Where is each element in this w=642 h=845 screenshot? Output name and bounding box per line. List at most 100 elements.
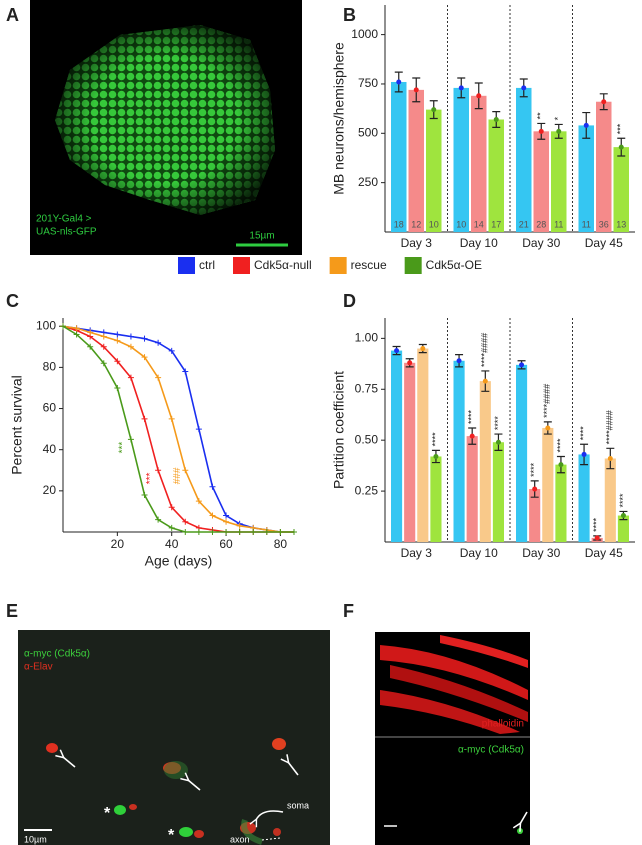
mean-dot [407,360,413,366]
point-tick [291,529,297,535]
point-tick [277,529,284,535]
point-tick [168,504,175,511]
y-tick-label: 1.00 [355,331,379,345]
scale-bar-label: 10µm [24,834,47,844]
point-tick [100,343,107,350]
point-tick [73,325,80,332]
n-label: 28 [536,219,546,229]
y-tick-label: 750 [358,76,378,90]
bar [604,458,616,542]
legend-swatch [404,257,422,274]
mean-dot [607,456,613,462]
n-label: 11 [554,219,563,229]
n-label: 17 [491,219,501,229]
n-label: 10 [456,219,466,229]
n-label: 13 [616,219,626,229]
bar [555,464,567,542]
point-tick [87,329,94,336]
survival-line [62,325,294,533]
bar [578,454,590,542]
y-tick-label: 60 [43,401,57,415]
point-tick [100,333,107,340]
point-tick [114,337,121,344]
point-tick [209,512,216,519]
n-label: 18 [394,219,404,229]
y-tick-label: 100 [36,318,56,332]
point-tick [168,415,175,422]
x-tick-label: Day 3 [401,236,433,250]
y-axis-label: Partition coefficient [331,371,347,489]
x-tick-label: Day 10 [460,546,498,560]
mean-dot [601,99,607,105]
panel-label: F [343,601,354,621]
n-label: 11 [582,219,591,229]
legend-label: rescue [351,258,387,272]
point-tick [195,529,202,535]
significance: **** [529,462,539,477]
bar [596,101,612,232]
significance: ****#### [480,333,490,367]
stain-label: α-Elav [24,662,53,673]
bar [551,131,567,232]
point-tick [73,331,80,338]
point-tick [168,524,175,531]
bar [533,131,549,232]
n-label: 36 [599,219,609,229]
y-tick-label: 80 [43,360,57,374]
x-axis-label: Age (days) [145,553,213,569]
mean-dot [394,348,400,354]
point-tick [168,347,175,354]
x-tick-label: 80 [274,537,288,551]
panel-label: C [6,291,19,311]
bar [466,436,478,542]
panel-a-image: 201Y-Gal4 > UAS-nls-GFP 15µm [30,0,302,255]
point-tick [141,335,148,342]
stain-label: α-myc (Cdk5α) [24,649,90,660]
mean-dot [476,93,482,99]
point-tick [182,368,189,375]
point-tick [195,498,202,505]
mean-dot [594,535,600,541]
x-tick-label: Day 45 [585,236,623,250]
bar [408,89,424,232]
n-label: 14 [474,219,484,229]
point-tick [141,354,148,361]
mean-dot [618,144,624,150]
significance: *** [118,442,129,454]
x-tick-label: 60 [219,537,233,551]
bar [391,350,403,542]
mean-dot [556,128,562,134]
bar [516,364,528,542]
point-tick [127,343,134,350]
stain-label: phalloidin [482,719,524,730]
bar [492,442,504,542]
bar [516,87,532,232]
mean-dot [431,107,437,113]
caption: UAS-nls-GFP [36,227,97,238]
mean-dot [396,79,402,85]
point-tick [141,415,148,422]
x-tick-label: Day 45 [585,546,623,560]
point-tick [127,374,134,381]
significance: **** [578,426,588,441]
caption: 201Y-Gal4 > [36,214,92,225]
y-tick-label: 500 [358,125,378,139]
mean-dot [583,122,589,128]
point-tick [155,516,162,523]
n-label: 12 [411,219,421,229]
x-tick-label: 20 [111,537,125,551]
significance: **** [493,416,503,431]
y-axis-label: MB neurons/hemisphere [331,42,347,195]
point-tick [155,467,162,474]
point-tick [236,529,243,535]
point-tick [182,529,189,535]
bar [471,95,487,232]
y-tick-label: 0.25 [355,483,379,497]
bar [391,81,407,232]
axon-label: axon [230,834,250,844]
point-tick [223,512,230,519]
point-tick [114,384,121,391]
point-tick [195,426,202,433]
asterisk: * [168,827,175,844]
